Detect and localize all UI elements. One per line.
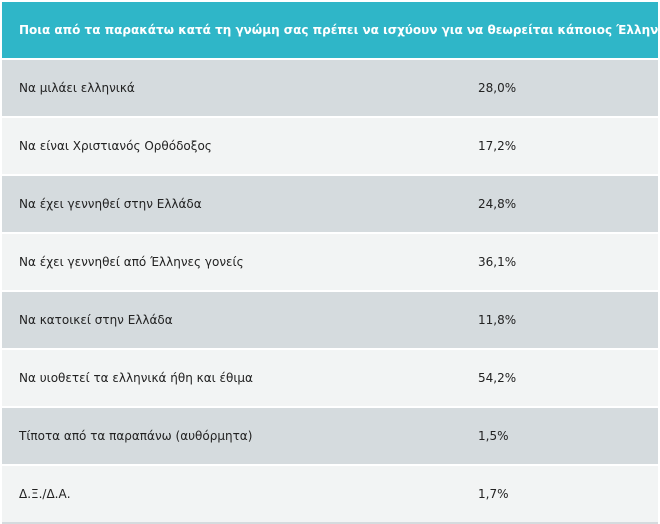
table-row: Να μιλάει ελληνικά 28,0% [2, 60, 658, 116]
table-row: Να κατοικεί στην Ελλάδα 11,8% [2, 292, 658, 348]
table-row: Τίποτα από τα παραπάνω (αυθόρμητα) 1,5% [2, 408, 658, 464]
row-label: Να κατοικεί στην Ελλάδα [19, 313, 173, 327]
row-value: 28,0% [478, 81, 517, 95]
row-value: 24,8% [478, 197, 517, 211]
table-row: Να έχει γεννηθεί από Έλληνες γονείς 36,1… [2, 234, 658, 290]
question-text: Ποια από τα παρακάτω κατά τη γνώμη σας π… [19, 23, 658, 37]
table-row: Να είναι Χριστιανός Ορθόδοξος 17,2% [2, 118, 658, 174]
row-label: Να είναι Χριστιανός Ορθόδοξος [19, 139, 212, 153]
row-label: Να μιλάει ελληνικά [19, 81, 135, 95]
row-label: Να έχει γεννηθεί από Έλληνες γονείς [19, 255, 244, 269]
row-value: 17,2% [478, 139, 517, 153]
row-value: 1,7% [478, 487, 509, 501]
row-label: Τίποτα από τα παραπάνω (αυθόρμητα) [19, 429, 253, 443]
row-value: 11,8% [478, 313, 517, 327]
row-label: Να υιοθετεί τα ελληνικά ήθη και έθιμα [19, 371, 253, 385]
table-row: Να υιοθετεί τα ελληνικά ήθη και έθιμα 54… [2, 350, 658, 406]
row-value: 1,5% [478, 429, 509, 443]
table-row: Δ.Ξ./Δ.Α. 1,7% [2, 466, 658, 522]
row-value: 54,2% [478, 371, 517, 385]
table-bottom-border [2, 522, 658, 524]
row-label: Να έχει γεννηθεί στην Ελλάδα [19, 197, 202, 211]
table-header: Ποια από τα παρακάτω κατά τη γνώμη σας π… [2, 2, 658, 58]
row-value: 36,1% [478, 255, 517, 269]
table-row: Να έχει γεννηθεί στην Ελλάδα 24,8% [2, 176, 658, 232]
row-label: Δ.Ξ./Δ.Α. [19, 487, 71, 501]
